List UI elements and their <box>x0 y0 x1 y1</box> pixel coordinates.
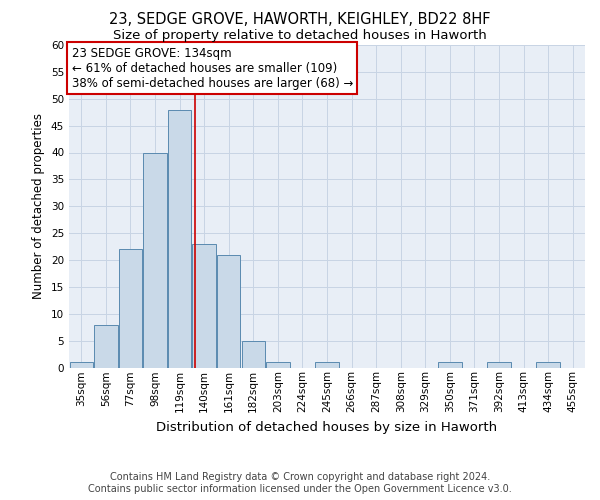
X-axis label: Distribution of detached houses by size in Haworth: Distribution of detached houses by size … <box>157 420 497 434</box>
Bar <box>266 362 290 368</box>
Text: 23 SEDGE GROVE: 134sqm
← 61% of detached houses are smaller (109)
38% of semi-de: 23 SEDGE GROVE: 134sqm ← 61% of detached… <box>71 46 353 90</box>
Text: Contains HM Land Registry data © Crown copyright and database right 2024.
Contai: Contains HM Land Registry data © Crown c… <box>88 472 512 494</box>
Bar <box>94 324 118 368</box>
Bar <box>143 152 167 368</box>
Bar <box>193 244 216 368</box>
Bar <box>242 340 265 367</box>
Bar <box>119 249 142 368</box>
Bar <box>217 254 241 368</box>
Bar <box>316 362 338 368</box>
Bar <box>438 362 461 368</box>
Bar <box>536 362 560 368</box>
Bar <box>487 362 511 368</box>
Y-axis label: Number of detached properties: Number of detached properties <box>32 114 46 299</box>
Text: 23, SEDGE GROVE, HAWORTH, KEIGHLEY, BD22 8HF: 23, SEDGE GROVE, HAWORTH, KEIGHLEY, BD22… <box>109 12 491 28</box>
Bar <box>70 362 93 368</box>
Bar <box>168 110 191 368</box>
Text: Size of property relative to detached houses in Haworth: Size of property relative to detached ho… <box>113 29 487 42</box>
